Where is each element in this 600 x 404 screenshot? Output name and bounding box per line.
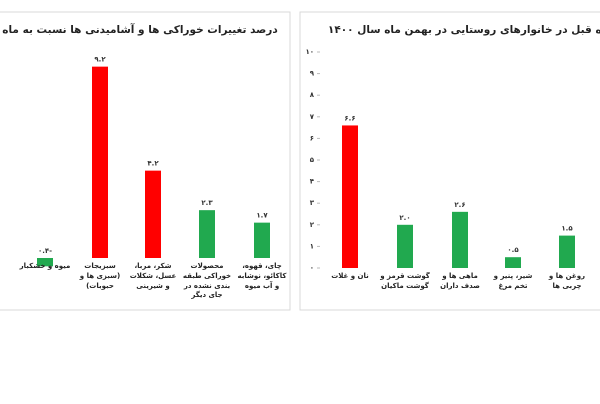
- x-tick-label: شیر، پنیر و تخم مرغ: [493, 272, 533, 290]
- data-label: ۲.۶: [454, 201, 465, 209]
- x-tick-label: گوشت قرمز و گوشت ماکیان: [380, 272, 430, 290]
- bar: [145, 170, 161, 258]
- y-tick-label: ۹: [310, 70, 315, 78]
- data-label: ۰.۵: [507, 246, 519, 254]
- y-tick-label: ۱۰: [305, 48, 314, 56]
- data-label: ۹.۲: [94, 56, 106, 64]
- data-label: ۱.۵: [561, 225, 573, 233]
- x-label-box: شیر، پنیر و تخم مرغ: [493, 272, 533, 290]
- chart-title: درصد تغییرات خوراکی ها و آشامیدنی ها نسب…: [2, 23, 278, 36]
- x-tick-label: روغن ها و چربی ها: [548, 272, 586, 290]
- y-tick-label: ۴: [310, 178, 315, 186]
- x-label-box: روغن ها و چربی ها: [548, 272, 586, 290]
- x-tick-label: نان و غلات: [331, 272, 369, 280]
- x-label-box: نان و غلات: [331, 272, 369, 280]
- data-label: ۲.۰: [399, 214, 410, 222]
- bar: [254, 222, 270, 258]
- bar: [559, 235, 575, 268]
- bar: [342, 125, 358, 268]
- x-tick-label: ماهی ها و صدف داران: [440, 272, 480, 290]
- x-label-box: شکر، مربا، عسل، شکلات و شیرینی: [129, 262, 177, 290]
- data-label: -۰.۴: [38, 247, 52, 255]
- x-label-box: چای، قهوه، کاکائو، نوشابه و آب میوه: [237, 262, 287, 290]
- y-tick-label: ۰: [310, 264, 314, 272]
- y-tick-label: ۷: [310, 113, 315, 121]
- x-label-box: گوشت قرمز و گوشت ماکیان: [380, 272, 430, 290]
- bar: [505, 257, 521, 268]
- y-tick-label: ۸: [310, 91, 315, 99]
- y-tick-label: ۱: [310, 242, 314, 250]
- x-label-box: ماهی ها و صدف داران: [440, 272, 480, 290]
- x-label-box: میوه و خشکبار: [19, 262, 71, 270]
- x-tick-label: محصولات خوراکی طبقه بندی نشده در جای دیگ…: [182, 262, 232, 300]
- bar: [452, 211, 468, 268]
- bar: [199, 210, 215, 258]
- y-tick-label: ۶: [310, 134, 314, 142]
- data-label: ۴.۲: [147, 160, 159, 168]
- x-tick-label: میوه و خشکبار: [19, 262, 71, 270]
- x-tick-label: چای، قهوه، کاکائو، نوشابه و آب میوه: [237, 262, 287, 290]
- data-label: ۶.۶: [344, 114, 355, 122]
- y-tick-label: ۳: [310, 199, 315, 207]
- x-tick-label: سبزیجات (سبزی ها و حبوبات): [79, 262, 121, 290]
- x-label-box: سبزیجات (سبزی ها و حبوبات): [79, 262, 121, 290]
- bar: [92, 66, 108, 258]
- data-label: ۱.۷: [256, 212, 268, 220]
- bar: [37, 258, 53, 267]
- data-label: ۲.۳: [201, 199, 213, 207]
- chart-title: ماه قبل در خانوارهای روستایی در بهمن ماه…: [328, 24, 600, 36]
- bar: [397, 224, 413, 268]
- y-tick-label: ۲: [310, 221, 315, 229]
- x-tick-label: شکر، مربا، عسل، شکلات و شیرینی: [129, 262, 177, 290]
- x-label-box: محصولات خوراکی طبقه بندی نشده در جای دیگ…: [182, 262, 232, 300]
- y-tick-label: ۵: [310, 156, 315, 164]
